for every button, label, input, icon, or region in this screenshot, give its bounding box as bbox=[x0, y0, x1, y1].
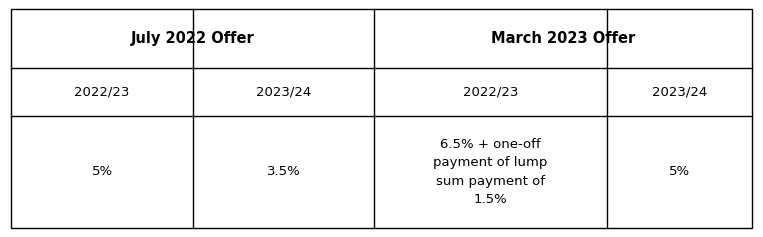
Text: 5%: 5% bbox=[92, 165, 113, 178]
Text: July 2022 Offer: July 2022 Offer bbox=[131, 32, 255, 46]
Text: 2022/23: 2022/23 bbox=[75, 86, 130, 99]
Text: 2023/24: 2023/24 bbox=[256, 86, 311, 99]
Text: March 2023 Offer: March 2023 Offer bbox=[491, 32, 635, 46]
Text: 2022/23: 2022/23 bbox=[463, 86, 518, 99]
Text: 3.5%: 3.5% bbox=[266, 165, 301, 178]
Text: 2023/24: 2023/24 bbox=[652, 86, 707, 99]
Text: 5%: 5% bbox=[669, 165, 690, 178]
Text: 6.5% + one-off
payment of lump
sum payment of
1.5%: 6.5% + one-off payment of lump sum payme… bbox=[433, 138, 548, 206]
